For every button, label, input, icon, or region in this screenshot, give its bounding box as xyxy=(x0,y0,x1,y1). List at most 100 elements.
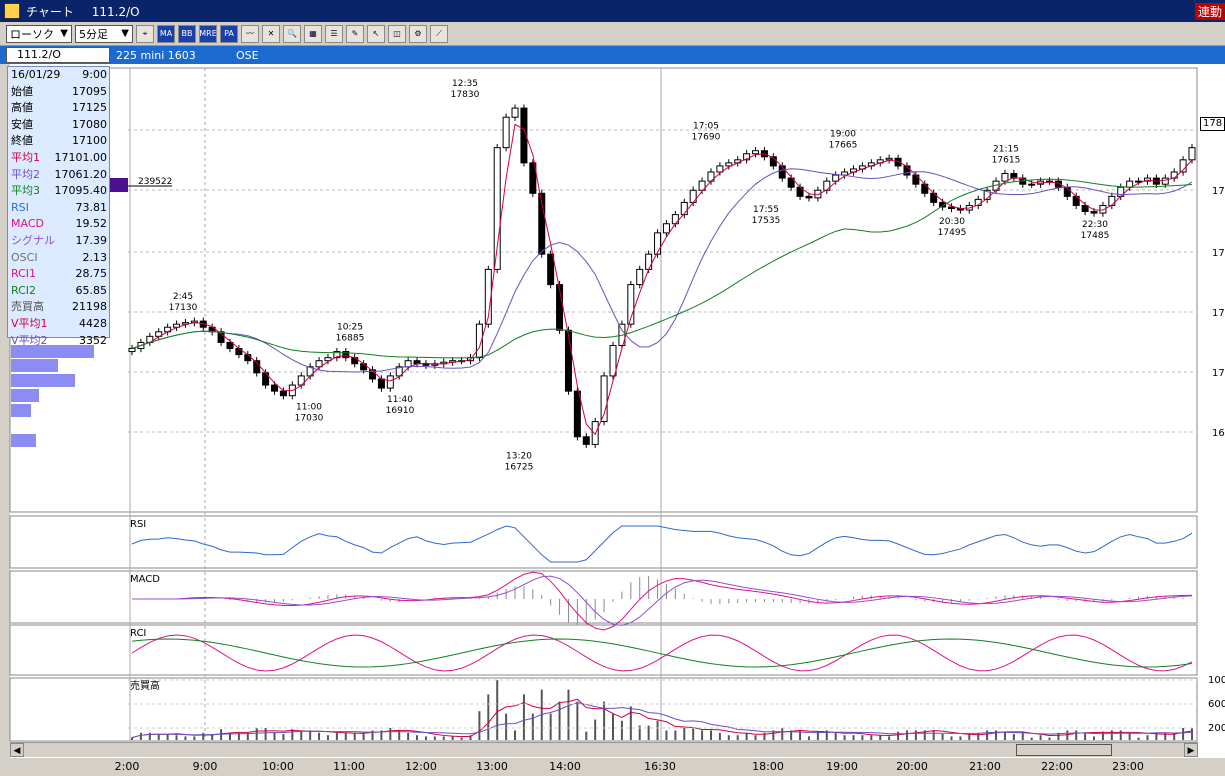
candle-body xyxy=(1001,173,1009,182)
candle-body xyxy=(422,363,430,366)
candle-body xyxy=(805,195,813,199)
interval-select[interactable]: 5分足 ▼ xyxy=(75,24,133,43)
info-key: 終値 xyxy=(11,134,33,148)
bb-icon[interactable]: BB xyxy=(178,24,196,43)
annotation-price: 17690 xyxy=(692,133,721,143)
time-tick-label: 16:30 xyxy=(644,760,676,773)
candle-body xyxy=(680,201,688,216)
ma1-line xyxy=(131,123,1193,436)
candle-body xyxy=(1081,204,1089,213)
annotation-price: 17030 xyxy=(295,414,324,424)
candle-body xyxy=(1143,177,1151,182)
info-row: シグナル 17.39 xyxy=(8,233,109,250)
zoom-icon[interactable]: 🔍 xyxy=(283,24,301,43)
chart-app-icon xyxy=(4,3,20,19)
candle-body xyxy=(645,253,653,270)
info-value: 19.52 xyxy=(75,217,108,231)
info-key: 16/01/29 xyxy=(11,68,61,81)
lines-icon[interactable]: ☰ xyxy=(325,24,343,43)
candle-body xyxy=(689,189,697,203)
candle-body xyxy=(324,357,332,362)
candle-body xyxy=(787,177,795,188)
info-value: 17101.00 xyxy=(54,150,108,164)
volume-profile-strip xyxy=(0,64,10,758)
candle-body xyxy=(823,180,831,191)
time-tick-label: 14:00 xyxy=(549,760,581,773)
time-axis: 2:00 9:00 10:00 11:00 12:00 13:00 14:00 16:30 18… xyxy=(0,758,1225,776)
candle-body xyxy=(832,174,840,182)
annotation-price: 17535 xyxy=(752,216,781,226)
candle-body xyxy=(716,165,724,173)
chart-type-select[interactable]: ローソク ▼ xyxy=(6,24,72,43)
info-value: 65.85 xyxy=(75,283,108,297)
candle-body xyxy=(600,375,608,423)
settings-icon[interactable]: ⚙ xyxy=(409,24,427,43)
candle-body xyxy=(591,421,599,445)
time-tick-label: 13:00 xyxy=(476,760,508,773)
scroll-thumb[interactable] xyxy=(1016,744,1112,756)
annotation-time: 13:20 xyxy=(506,451,532,461)
chevron-down-icon: ▼ xyxy=(60,28,68,39)
candle-body xyxy=(573,390,581,438)
split-icon[interactable]: ✕ xyxy=(262,24,280,43)
candle-body xyxy=(377,378,385,389)
pa-icon[interactable]: PA xyxy=(220,24,238,43)
eraser-icon[interactable]: ◫ xyxy=(388,24,406,43)
oscillator-icon[interactable]: 〰 xyxy=(241,24,259,43)
candle-body xyxy=(226,341,234,350)
candle-body xyxy=(404,360,412,368)
annotation-time: 10:25 xyxy=(337,323,363,333)
info-row: 16/01/29 9:00 xyxy=(8,67,109,84)
volume-tick-label: 1000 xyxy=(1208,675,1225,686)
info-key: MACD xyxy=(11,217,44,231)
rci2-line xyxy=(131,638,1193,668)
candle-body xyxy=(1161,177,1169,185)
mre-icon[interactable]: MRE xyxy=(199,24,217,43)
annotation-price: 16885 xyxy=(336,334,365,344)
scroll-right-icon[interactable]: ▶ xyxy=(1184,743,1198,757)
info-value: 21198 xyxy=(72,300,107,314)
info-row: RSI 73.81 xyxy=(8,200,109,217)
candle-body xyxy=(662,223,670,234)
time-tick-label: 12:00 xyxy=(405,760,437,773)
annotation-price: 17130 xyxy=(169,303,198,313)
price-tick-label: 174 xyxy=(1212,248,1225,259)
info-key: V平均2 xyxy=(11,333,48,347)
select-icon[interactable]: ↖ xyxy=(367,24,385,43)
info-row: RCI2 65.85 xyxy=(8,283,109,300)
candle-body xyxy=(894,157,902,167)
info-value: 17125 xyxy=(72,101,107,115)
annotation-time: 20:30 xyxy=(939,217,965,227)
candle-body xyxy=(921,183,929,194)
info-row: 平均1 17101.00 xyxy=(8,150,109,167)
ohlc-info-panel: 16/01/29 9:00 始値 17095 高値 17125 安値 17080 終値 17100… xyxy=(7,66,110,347)
candle-body xyxy=(671,214,679,225)
candle-body xyxy=(128,348,136,353)
macd-panel-frame xyxy=(9,570,1198,624)
candle-body xyxy=(271,384,279,392)
scroll-left-icon[interactable]: ◀ xyxy=(10,743,24,757)
price-tick-label: 168 xyxy=(1212,428,1225,439)
pen-icon[interactable]: ✎ xyxy=(346,24,364,43)
info-row: V平均1 4428 xyxy=(8,316,109,333)
annotation-time: 22:30 xyxy=(1082,220,1108,230)
volume-tick-label: 200 xyxy=(1208,723,1225,734)
cursor-icon[interactable]: ⌖ xyxy=(136,24,154,43)
info-key: 平均3 xyxy=(11,184,40,198)
link-status-badge[interactable]: 連動 xyxy=(1194,3,1225,20)
info-row: MACD 19.52 xyxy=(8,216,109,233)
macd-panel-label: MACD xyxy=(130,574,160,585)
info-key: V平均1 xyxy=(11,316,48,330)
table-icon[interactable]: ▦ xyxy=(304,24,322,43)
code-input[interactable]: 111.2/O xyxy=(6,47,110,63)
annotation-price: 17615 xyxy=(992,156,1021,166)
horizontal-scrollbar[interactable]: ◀ ▶ xyxy=(10,742,1198,757)
volume-tick-label: 600 xyxy=(1208,699,1225,710)
window-title-text: チャート xyxy=(26,4,74,19)
candle-body xyxy=(369,369,377,380)
fib-icon[interactable]: ⟋ xyxy=(430,24,448,43)
info-key: RSI xyxy=(11,200,29,214)
ma-icon[interactable]: MA xyxy=(157,24,175,43)
annotation-price: 17665 xyxy=(829,140,858,150)
